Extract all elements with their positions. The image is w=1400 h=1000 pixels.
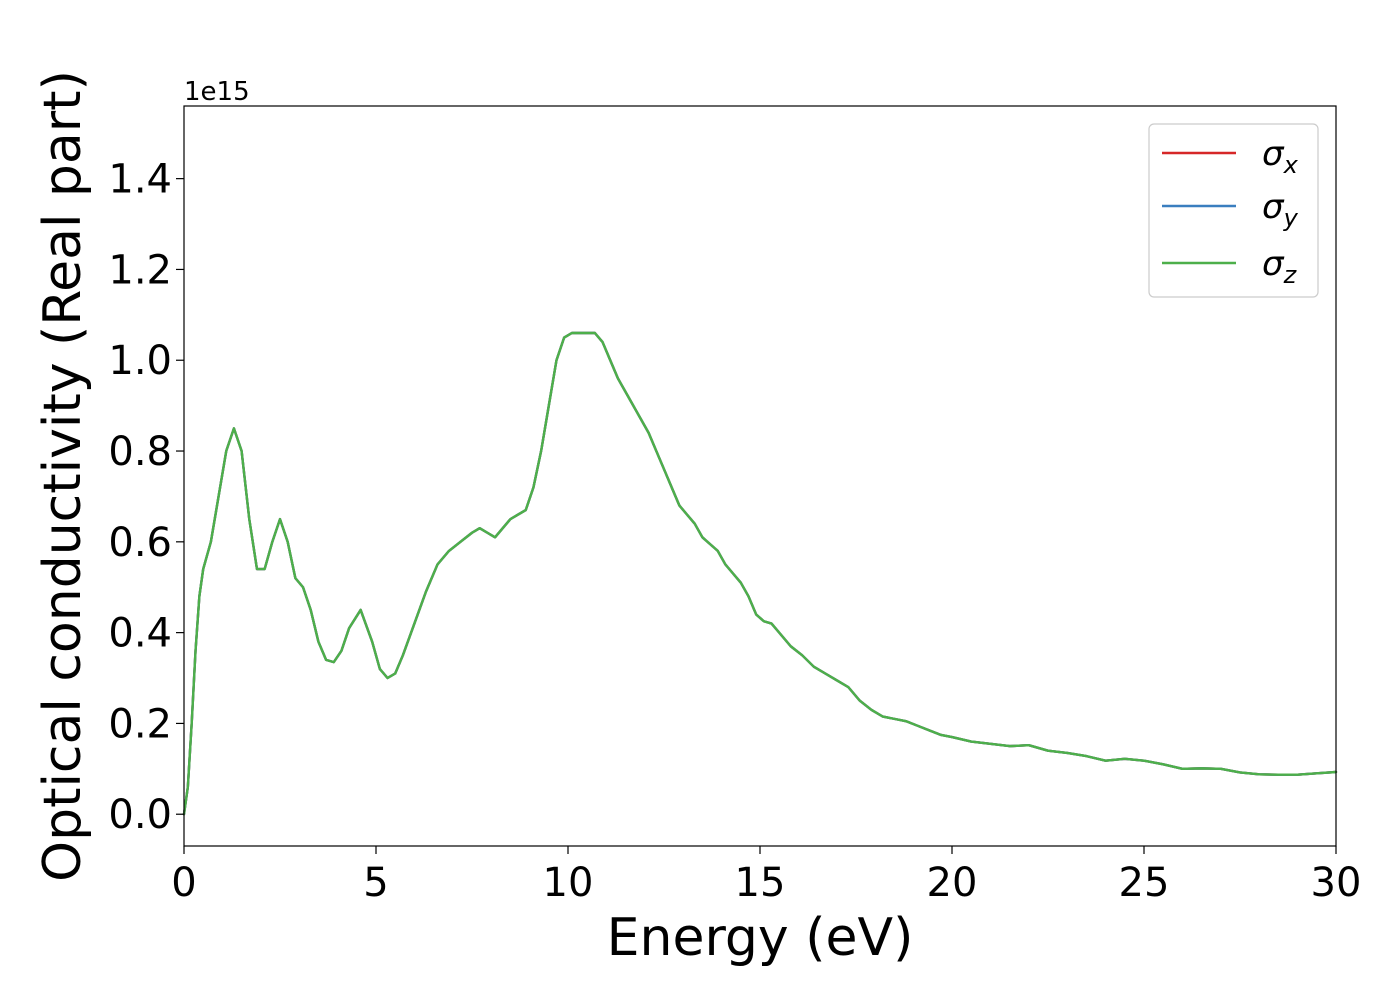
y-tick-label: 0.0	[108, 792, 172, 838]
y-tick-label: 0.2	[108, 701, 172, 747]
y-axis: 0.0 0.2 0.4 0.6 0.8 1.0 1.2 1.4	[108, 157, 184, 838]
series-line-3	[182, 331, 1338, 816]
x-tick-label: 15	[735, 860, 786, 906]
legend-label-3: σz	[1262, 244, 1298, 289]
y-tick-label: 1.2	[108, 247, 172, 293]
x-tick-label: 5	[363, 860, 388, 906]
legend-label-2: σy	[1262, 187, 1299, 232]
x-axis-title: Energy (eV)	[607, 908, 914, 968]
y-tick-label: 0.6	[108, 520, 172, 566]
y-offset-label: 1e15	[184, 77, 250, 107]
x-tick-label: 20	[927, 860, 978, 906]
x-tick-label: 10	[543, 860, 594, 906]
legend: σx σy σz	[1148, 123, 1319, 298]
legend-label-1: σx	[1262, 134, 1299, 179]
series-layer	[182, 331, 1338, 816]
plot-area	[184, 106, 1336, 846]
y-tick-label: 1.4	[108, 157, 172, 203]
legend-frame	[1148, 123, 1319, 298]
x-tick-label: 30	[1311, 860, 1362, 906]
legend-entries: σx σy σz	[1162, 134, 1299, 289]
y-tick-label: 0.8	[108, 429, 172, 475]
y-tick-label: 1.0	[108, 338, 172, 384]
y-axis-title: Optical conductivity (Real part)	[33, 70, 93, 882]
x-axis: 0 5 10 15 20 25 30	[171, 846, 1361, 906]
y-tick-label: 0.4	[108, 611, 172, 657]
x-tick-label: 0	[171, 860, 196, 906]
x-tick-label: 25	[1119, 860, 1170, 906]
